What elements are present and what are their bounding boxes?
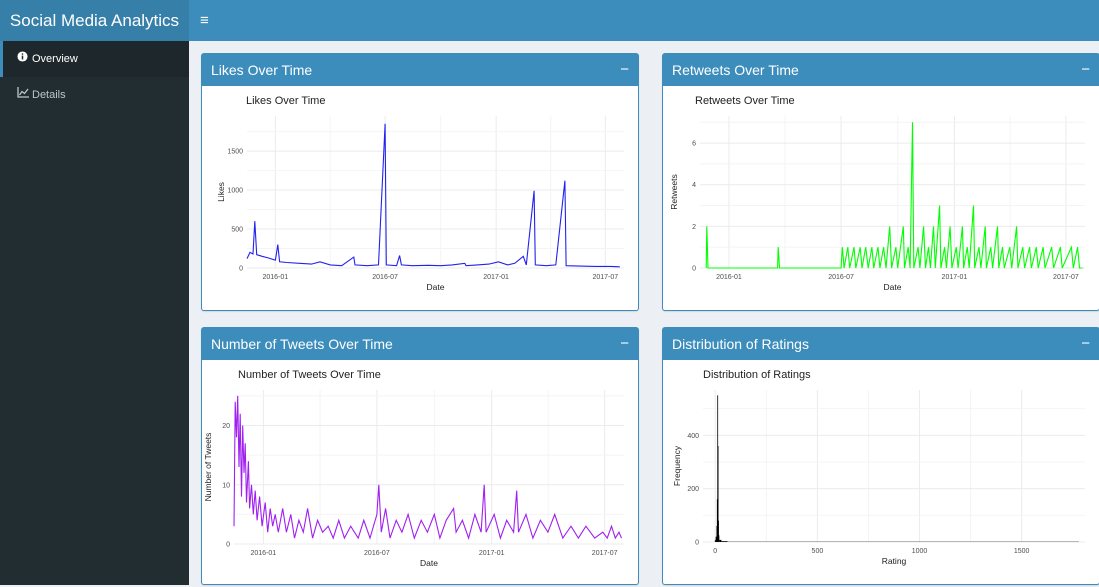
y-tick-label: 400 [687,433,699,440]
box-title: Likes Over Time [211,62,312,78]
histogram-bar [716,537,717,542]
x-tick-label: 2016-01 [716,274,742,281]
box-header: Number of Tweets Over Time − [202,328,638,360]
series-line [706,122,1082,268]
histogram-bar [721,541,727,542]
y-axis-label: Likes [216,182,226,202]
box-title: Retweets Over Time [672,62,799,78]
collapse-button[interactable]: − [620,54,629,86]
chart-title: Distribution of Ratings [703,369,811,381]
x-tick-label: 2017-07 [592,550,618,557]
x-tick-label: 2017-07 [1053,274,1079,281]
y-tick-label: 1000 [227,188,243,195]
y-axis-label: Frequency [672,445,682,486]
box-header: Distribution of Ratings − [663,328,1099,360]
x-tick-label: 2017-01 [942,274,968,281]
likes-box: Likes Over Time − Likes Over Time 2016-01… [201,53,639,311]
chart-title: Retweets Over Time [695,95,795,107]
x-tick-label: 2017-01 [479,550,505,557]
x-tick-label: 0 [713,548,717,555]
likes-chart: Likes Over Time 2016-01 2016-07 2017-01 2017… [202,86,638,308]
chart-title: Number of Tweets Over Time [238,369,381,381]
histogram-bar [719,535,720,542]
x-tick-label: 1000 [912,548,928,555]
y-tick-label: 20 [222,423,230,430]
y-tick-label: 6 [692,141,696,148]
y-tick-label: 0 [239,266,243,273]
top-navbar: Social Media Analytics ≡ [0,0,1099,41]
ratings-chart: Distribution of Ratings 0 500 1000 1500 0 200 4… [663,360,1099,582]
y-tick-label: 500 [231,227,243,234]
y-tick-label: 10 [222,482,230,489]
collapse-button[interactable]: − [620,328,629,360]
x-tick-label: 1500 [1014,548,1030,555]
app-title[interactable]: Social Media Analytics [0,0,189,41]
x-tick-label: 500 [812,548,824,555]
y-tick-label: 0 [226,542,230,549]
box-header: Likes Over Time − [202,54,638,86]
sidebar-item-details[interactable]: Details [0,77,189,113]
x-tick-label: 2016-01 [250,550,276,557]
y-tick-label: 1500 [227,149,243,156]
y-tick-label: 200 [687,486,699,493]
series-line [247,124,620,267]
histogram-bar [719,540,721,542]
retweets-chart: Retweets Over Time 2016-01 2016-07 2017-01 2… [663,86,1099,308]
x-tick-label: 2017-01 [483,274,509,281]
tweets-chart: Number of Tweets Over Time 2016-01 2016-07… [202,360,638,582]
series-line [234,396,622,538]
x-tick-label: 2016-07 [364,550,390,557]
collapse-button[interactable]: − [1081,54,1090,86]
collapse-button[interactable]: − [1081,328,1090,360]
tweets-box: Number of Tweets Over Time − Number of T… [201,327,639,585]
sidebar-item-label: Overview [32,53,78,65]
x-tick-label: 2017-07 [592,274,618,281]
histogram-bar [715,540,716,542]
x-axis-label: Date [427,282,445,292]
info-circle-icon [17,41,30,77]
sidebar-item-overview[interactable]: Overview [0,41,189,77]
sidebar-item-label: Details [32,89,66,101]
y-tick-label: 4 [692,182,696,189]
sidebar-toggle-button[interactable]: ≡ [200,0,209,41]
y-axis-label: Number of Tweets [203,433,213,502]
y-tick-label: 0 [692,266,696,273]
x-tick-label: 2016-07 [372,274,398,281]
box-title: Distribution of Ratings [672,336,809,352]
box-header: Retweets Over Time − [663,54,1099,86]
x-axis-label: Rating [882,556,907,566]
sidebar: Overview Details [0,41,189,585]
x-axis-label: Date [884,282,902,292]
chart-title: Likes Over Time [246,95,325,107]
y-tick-label: 2 [692,224,696,231]
retweets-box: Retweets Over Time − Retweets Over Time 2… [662,53,1099,311]
x-tick-label: 2016-07 [828,274,854,281]
x-axis-label: Date [420,558,438,568]
ratings-box: Distribution of Ratings − Distribution o… [662,327,1099,585]
x-tick-label: 2016-01 [262,274,288,281]
y-axis-label: Retweets [669,174,679,209]
y-tick-label: 0 [695,540,699,547]
line-chart-icon [17,77,30,113]
box-title: Number of Tweets Over Time [211,336,393,352]
